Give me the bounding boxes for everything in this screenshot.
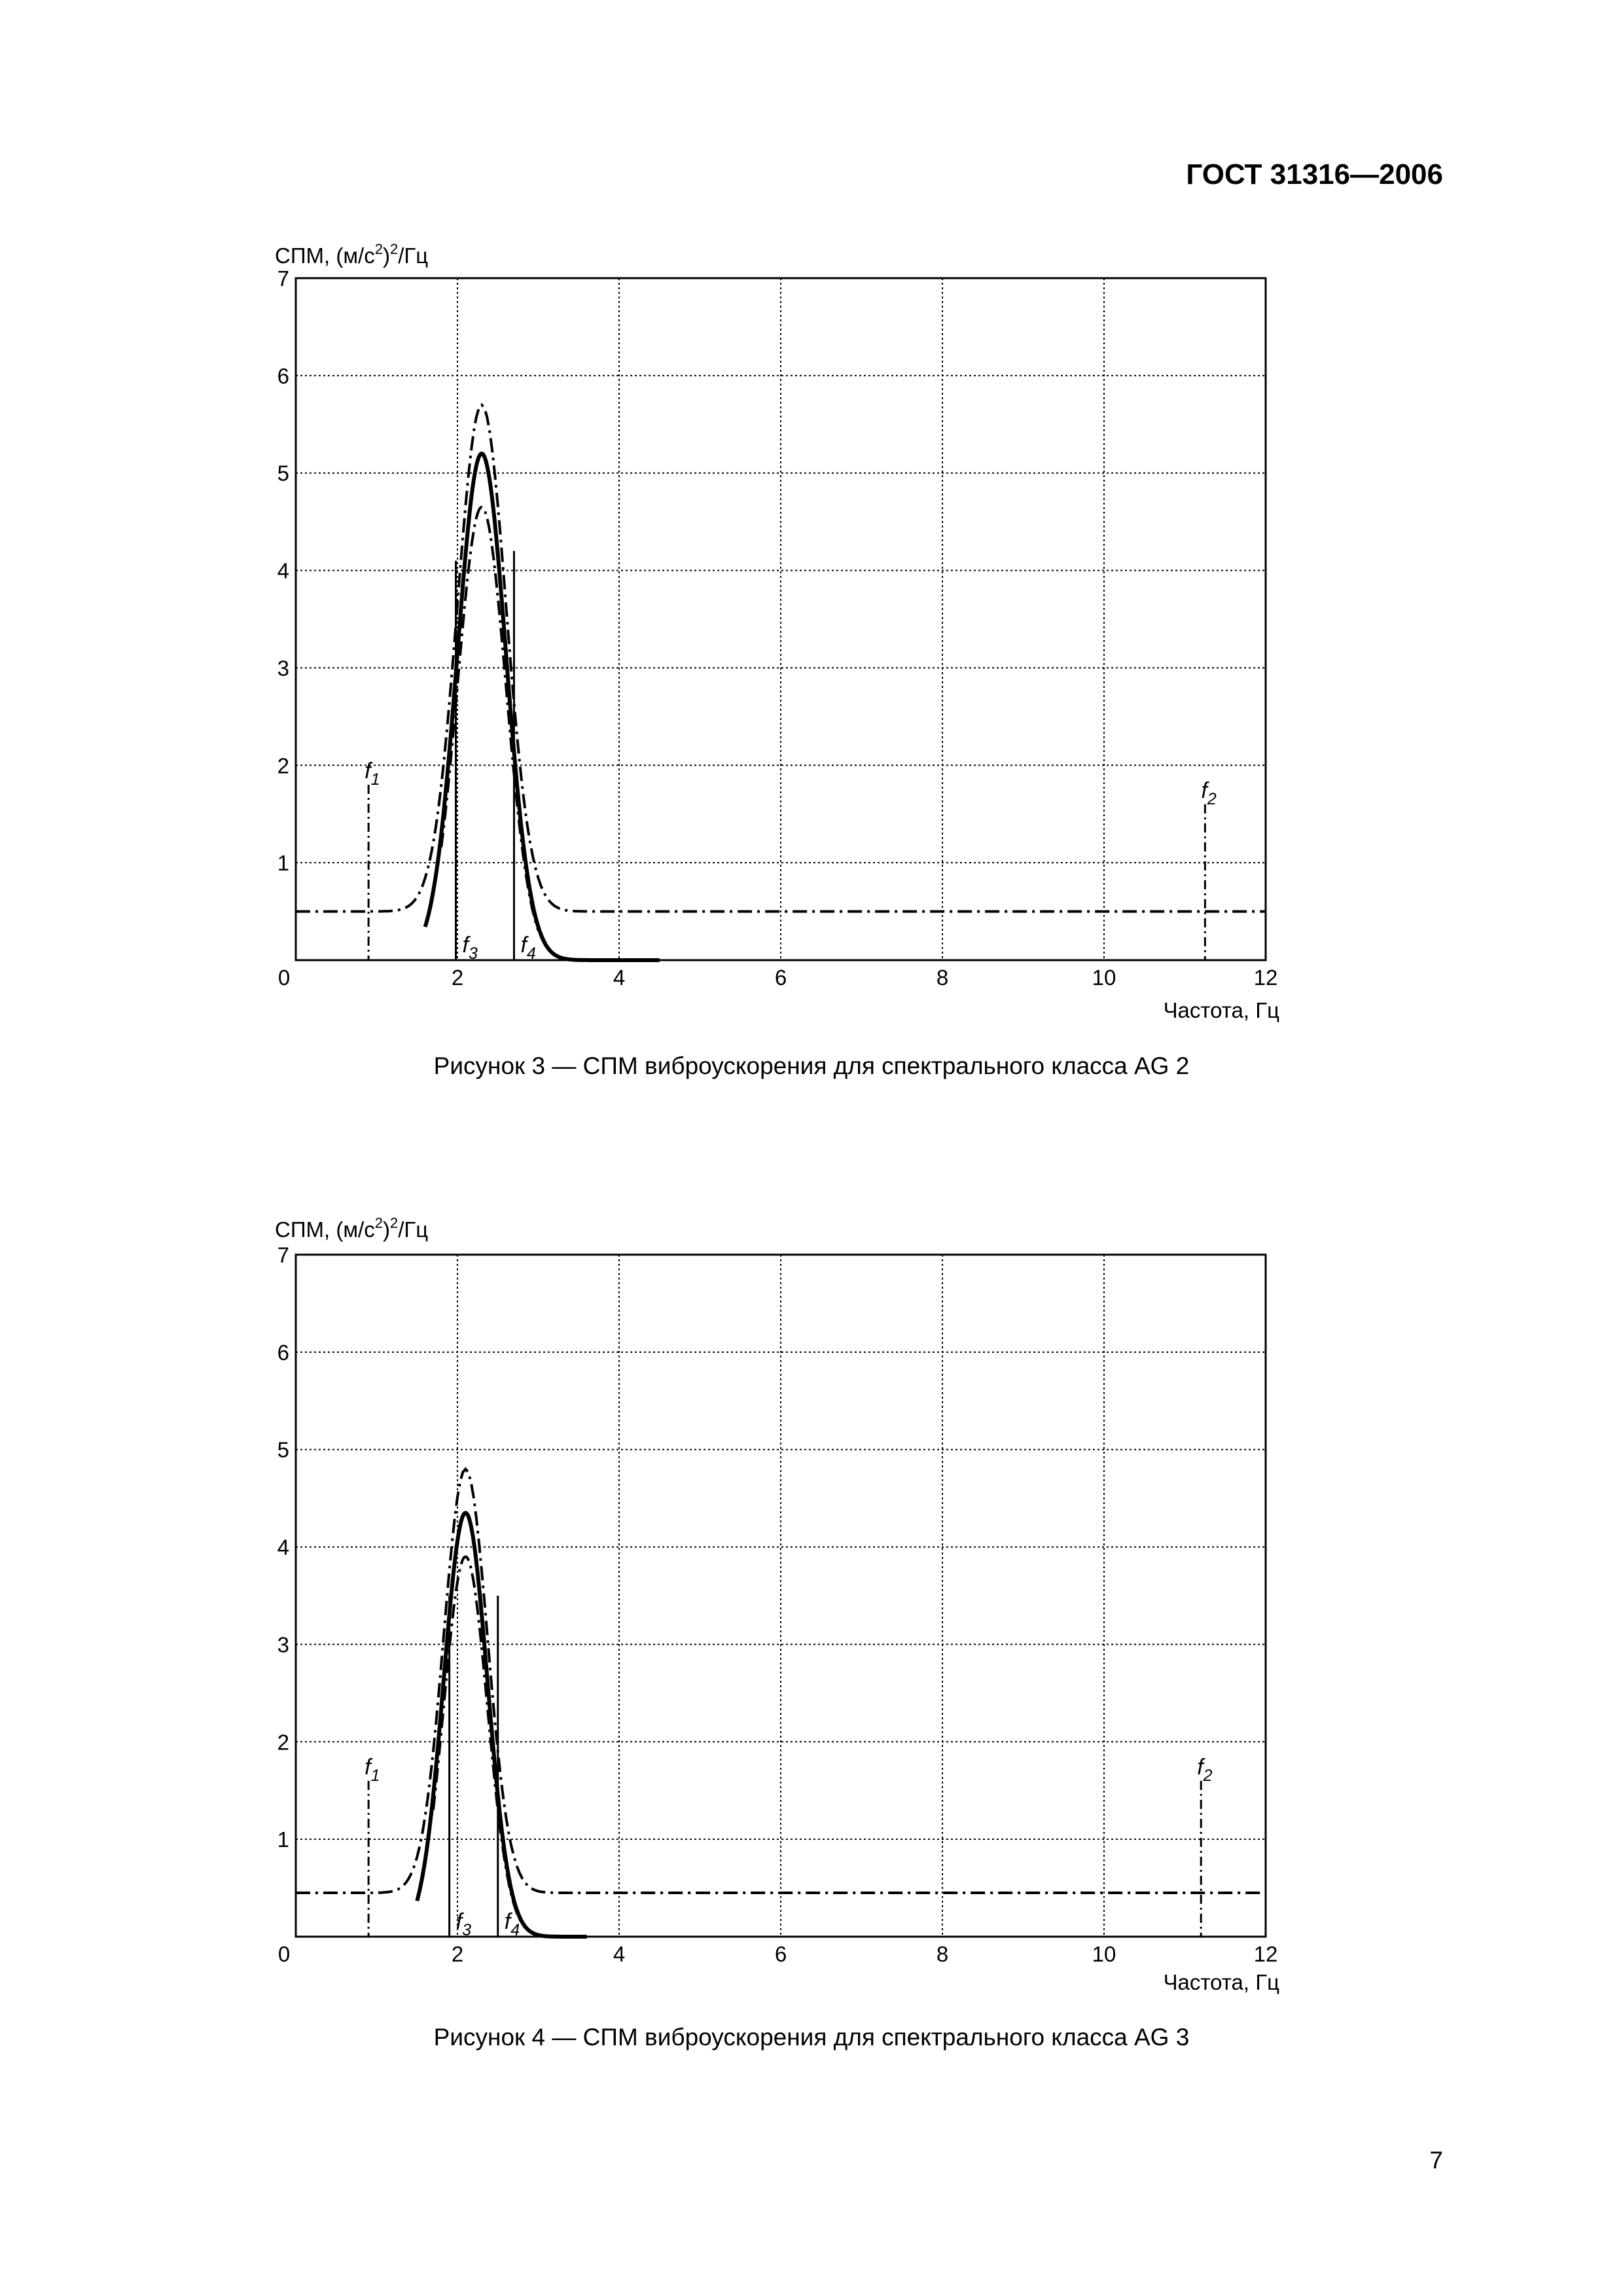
- x-tick-label: 12: [1254, 965, 1278, 990]
- series-solid: [423, 451, 660, 962]
- series-dashdot-upper: [296, 1467, 1266, 1894]
- psd-chart-ag2: СПМ, (м/с2)2/Гц Частота, Гц 0 2 4 6 8 10 12123…: [275, 241, 1280, 1022]
- x-tick-label: 4: [613, 1942, 625, 1966]
- y-tick-label: 3: [277, 1632, 289, 1657]
- x-axis-label: Частота, Гц: [1164, 998, 1280, 1022]
- series-solid: [415, 1511, 587, 1939]
- series-dashdot-lower: [440, 505, 540, 931]
- y-tick-label: 3: [277, 656, 289, 680]
- x-tick-label: 8: [936, 1942, 948, 1966]
- x-tick-label: 6: [775, 965, 787, 990]
- standard-code: ГОСТ 31316—2006: [1186, 158, 1443, 190]
- x-tick-label: 10: [1092, 965, 1116, 990]
- y-tick-label: 2: [277, 753, 289, 778]
- x-axis-label: Частота, Гц: [1164, 1970, 1280, 1994]
- marker-f1-label: f1: [365, 1755, 380, 1785]
- x-tick-label: 0: [278, 1942, 290, 1966]
- y-tick-label: 7: [277, 1243, 289, 1267]
- x-tick-label: 0: [278, 965, 290, 990]
- series-dashdot-upper: [296, 403, 1266, 913]
- series-dashdot-lower: [432, 1555, 531, 1933]
- plot-frame: [294, 1253, 1267, 1938]
- y-tick-label: 6: [277, 1340, 289, 1365]
- x-tick-label: 2: [452, 965, 463, 990]
- page-number: 7: [1429, 2147, 1443, 2174]
- y-tick-label: 6: [277, 364, 289, 388]
- y-tick-label: 7: [277, 266, 289, 291]
- x-tick-label: 2: [452, 1942, 463, 1966]
- y-tick-label: 4: [277, 559, 289, 583]
- figure-4-caption: Рисунок 4 — СПМ виброускорения для спект…: [433, 2024, 1190, 2051]
- y-axis-label: СПМ, (м/с2)2/Гц: [275, 1215, 428, 1242]
- figure-3-caption: Рисунок 3 — СПМ виброускорения для спект…: [433, 1052, 1190, 1079]
- x-tick-label: 10: [1092, 1942, 1116, 1966]
- y-tick-label: 1: [277, 1827, 289, 1852]
- marker-f4-label: f4: [520, 933, 535, 963]
- y-tick-label: 5: [277, 1438, 289, 1462]
- plot-frame: [294, 277, 1267, 961]
- y-tick-label: 4: [277, 1535, 289, 1560]
- psd-chart-ag3: СПМ, (м/с2)2/Гц Частота, Гц 0 2 4 6 8 10 12123…: [275, 1215, 1280, 1994]
- marker-f2-label: f2: [1201, 778, 1216, 808]
- x-tick-label: 4: [613, 965, 625, 990]
- y-tick-label: 1: [277, 851, 289, 875]
- y-tick-label: 5: [277, 461, 289, 486]
- marker-f3-label: f3: [456, 1909, 471, 1939]
- x-tick-label: 8: [936, 965, 948, 990]
- x-tick-label: 12: [1254, 1942, 1278, 1966]
- y-axis-label: СПМ, (м/с2)2/Гц: [275, 241, 428, 268]
- marker-f1-label: f1: [365, 759, 380, 789]
- x-tick-label: 6: [775, 1942, 787, 1966]
- marker-f2-label: f2: [1197, 1755, 1212, 1785]
- marker-f3-label: f3: [463, 933, 478, 963]
- y-tick-label: 2: [277, 1730, 289, 1754]
